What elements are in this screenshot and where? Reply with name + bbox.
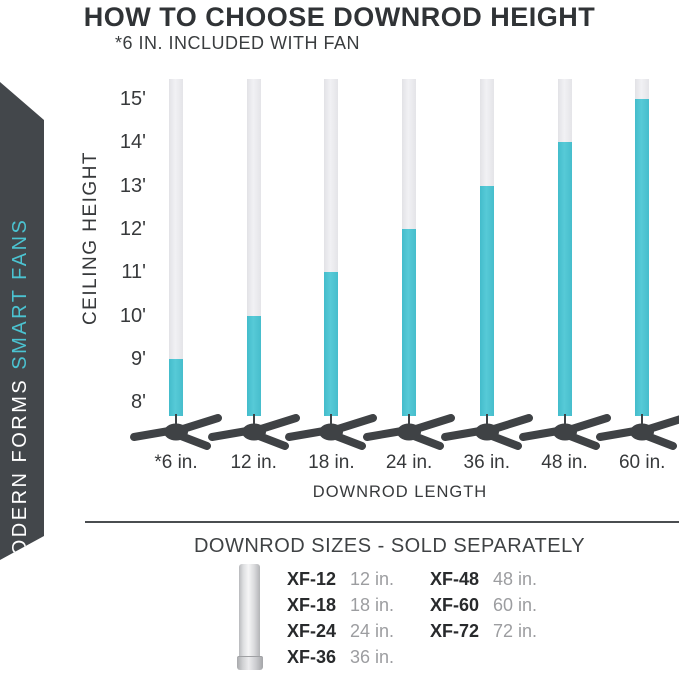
downrod-bar-value: [324, 272, 339, 416]
ceiling-fan-icon: [361, 414, 457, 450]
page-title: HOW TO CHOOSE DOWNROD HEIGHT: [83, 2, 596, 32]
downrod-bar-value: [635, 99, 650, 416]
brand-name-secondary: SMART FANS: [9, 217, 31, 370]
downrod-collar: [237, 656, 263, 670]
downrod-bar-track: [169, 78, 183, 416]
ceiling-fan-icon: [128, 414, 224, 450]
sizes-table-row: XF-36 36 in.: [287, 644, 394, 670]
x-tick-label: *6 in.: [154, 452, 198, 473]
brand-name-primary: MODERN FORMS: [9, 377, 31, 575]
downrod-model: XF-72: [430, 621, 480, 641]
sizes-table-row: XF-72 72 in.: [430, 618, 537, 644]
downrod-size: 36 in.: [350, 647, 395, 667]
downrod-model: XF-48: [430, 569, 480, 589]
x-tick-label: 18 in.: [308, 452, 355, 473]
sizes-table-row: XF-48 48 in.: [430, 566, 537, 592]
sizes-table-row: XF-24 24 in.: [287, 618, 394, 644]
x-axis-title: DOWNROD LENGTH: [312, 483, 488, 501]
y-tick-label: 9': [131, 347, 146, 370]
x-tick-label: 12 in.: [230, 452, 277, 473]
x-tick-label: 48 in.: [541, 452, 588, 473]
downrod-model: XF-12: [287, 569, 337, 589]
y-tick-label: 8': [131, 391, 146, 414]
downrod-model: XF-24: [287, 621, 337, 641]
downrod-bar-value: [246, 315, 261, 416]
downrod-model: XF-18: [287, 595, 337, 615]
downrod-size: 24 in.: [350, 621, 395, 641]
downrod-bar-value: [479, 185, 494, 416]
sizes-table-row: XF-12 12 in.: [287, 566, 394, 592]
sizes-table-heading: DOWNROD SIZES - SOLD SEPARATELY: [193, 535, 586, 557]
x-tick-label: 36 in.: [463, 452, 511, 473]
brand-ribbon: MODERN FORMS SMART FANS: [0, 82, 44, 560]
y-tick-label: 12': [119, 218, 146, 241]
downrod-size: 48 in.: [493, 569, 538, 589]
sizes-table-row: XF-60 60 in.: [430, 592, 537, 618]
ceiling-fan-icon: [206, 414, 302, 450]
downrod-bar-value: [169, 358, 183, 416]
page-subtitle: *6 IN. INCLUDED WITH FAN: [115, 33, 361, 53]
downrod-size: 60 in.: [493, 595, 538, 615]
ceiling-fan-icon: [283, 414, 379, 450]
ceiling-fan-icon: [439, 414, 535, 450]
x-tick-label: 24 in.: [385, 452, 433, 473]
brand-name: MODERN FORMS SMART FANS: [9, 215, 35, 575]
sizes-table-row: XF-18 18 in.: [287, 592, 394, 618]
x-tick-label: 60 in.: [618, 452, 666, 473]
ceiling-fan-icon: [594, 414, 679, 450]
y-tick-label: 10': [119, 304, 146, 327]
downrod-size: 72 in.: [493, 621, 538, 641]
sizes-table-column: XF-48 48 in. XF-60 60 in. XF-72 72 in.: [430, 566, 537, 644]
downrod-bar-value: [557, 142, 572, 416]
section-divider: [85, 521, 679, 523]
y-tick-label: 11': [121, 261, 146, 284]
downrod-product-image: [237, 564, 263, 670]
y-tick-label: 15': [119, 88, 146, 111]
downrod-bar-value: [402, 229, 417, 416]
sizes-table-column: XF-12 12 in. XF-18 18 in. XF-24 24 in. XF-36 36…: [287, 566, 394, 670]
downrod-size: 18 in.: [350, 595, 395, 615]
downrod-model: XF-36: [287, 647, 337, 667]
downrod-tube: [239, 564, 260, 657]
downrod-model: XF-60: [430, 595, 480, 615]
y-tick-label: 13': [119, 174, 146, 197]
downrod-size: 12 in.: [350, 569, 395, 589]
y-tick-label: 14': [119, 131, 146, 154]
ceiling-fan-icon: [517, 414, 613, 450]
